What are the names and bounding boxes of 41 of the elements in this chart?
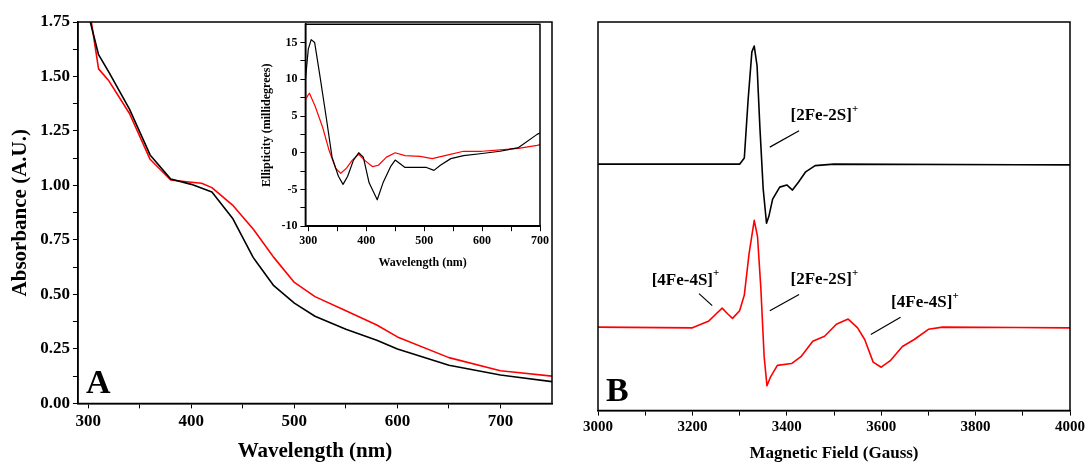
x-tick-label: 500 bbox=[415, 233, 434, 248]
x-tick-label: 3000 bbox=[583, 418, 613, 435]
y-tick-label: 10 bbox=[285, 71, 298, 86]
annotation: A bbox=[85, 363, 111, 401]
x-tick-label: 600 bbox=[473, 233, 492, 248]
annotation: B bbox=[606, 370, 629, 408]
x-tick-label: 700 bbox=[531, 233, 549, 248]
x-tick-label: 400 bbox=[357, 233, 376, 248]
x-tick-label: 3400 bbox=[771, 418, 802, 435]
x-axis-title: Wavelength (nm) bbox=[237, 437, 393, 462]
x-tick-label: 3200 bbox=[677, 418, 708, 435]
y-tick-label: 0.50 bbox=[40, 283, 70, 303]
y-tick-label: 1.50 bbox=[40, 65, 70, 85]
x-tick-label: 300 bbox=[299, 233, 318, 248]
x-tick-label: 3600 bbox=[866, 418, 897, 435]
y-tick-label: 0.00 bbox=[40, 392, 70, 412]
y-axis-title: Absorbance (A.U.) bbox=[7, 128, 32, 297]
y-tick-label: 1.75 bbox=[40, 11, 70, 31]
x-tick-label: 600 bbox=[384, 410, 411, 430]
y-tick-label: 1.25 bbox=[40, 120, 70, 140]
x-tick-label: 300 bbox=[75, 410, 102, 430]
x-tick-label: 500 bbox=[281, 410, 308, 430]
y-tick-label: 5 bbox=[291, 108, 298, 123]
annotation: [4Fe-4S]+ bbox=[891, 288, 959, 312]
y-axis-title: Ellipticity (millidegrees) bbox=[259, 63, 274, 187]
annotation: [2Fe-2S]+ bbox=[790, 101, 859, 125]
x-tick-label: 4000 bbox=[1055, 418, 1085, 435]
x-tick-label: 400 bbox=[178, 410, 205, 430]
y-tick-label: -5 bbox=[287, 181, 298, 196]
y-tick-label: 0 bbox=[291, 144, 298, 159]
annotation: [2Fe-2S]+ bbox=[790, 265, 859, 289]
x-axis-title: Magnetic Field (Gauss) bbox=[749, 443, 919, 463]
x-tick-label: 3800 bbox=[960, 418, 991, 435]
x-tick-label: 700 bbox=[487, 410, 514, 430]
y-tick-label: 0.75 bbox=[40, 229, 70, 249]
y-tick-label: 1.00 bbox=[40, 174, 70, 194]
y-tick-label: 15 bbox=[285, 34, 298, 49]
y-tick-label: -10 bbox=[281, 218, 298, 233]
x-axis-title: Wavelength (nm) bbox=[378, 254, 467, 269]
annotation: [4Fe-4S]+ bbox=[651, 266, 720, 289]
y-tick-label: 0.25 bbox=[40, 338, 70, 358]
